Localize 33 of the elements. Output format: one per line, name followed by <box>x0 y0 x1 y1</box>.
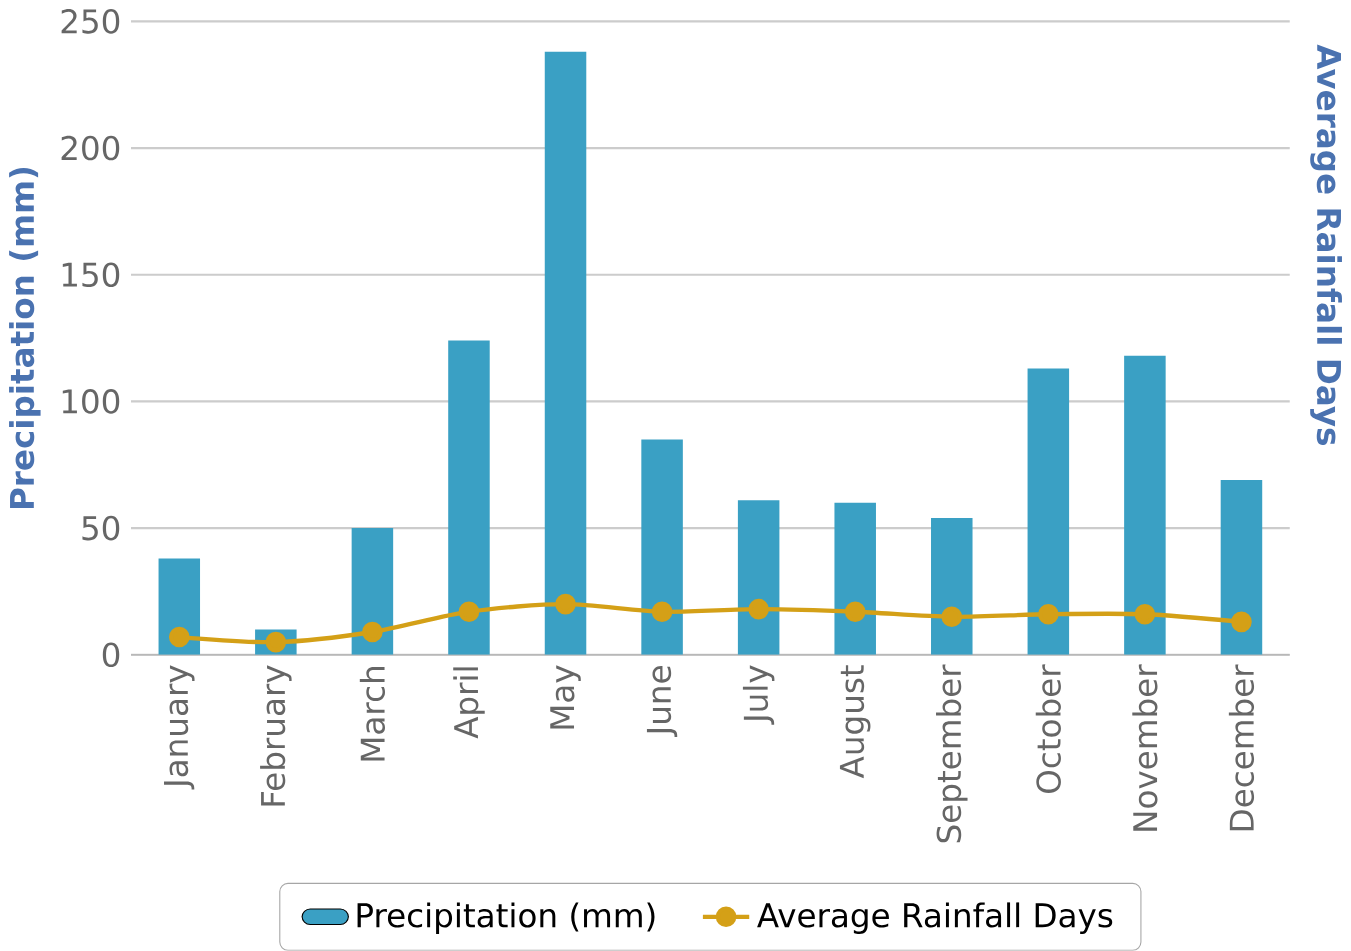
legend-label: Precipitation (mm) <box>357 902 655 935</box>
bar <box>834 502 876 655</box>
x-tick-label: October <box>1035 664 1061 794</box>
bar <box>544 51 587 655</box>
bar <box>931 518 973 655</box>
y2-axis-title: Average Rainfall Days <box>1310 44 1342 446</box>
bar <box>158 558 201 655</box>
legend-label: Average Rainfall Days <box>757 902 1113 935</box>
x-tick-label: February <box>260 665 292 806</box>
x-tick-label: June <box>646 666 678 738</box>
y-tick-label: 200 <box>61 135 120 161</box>
x-tick-label: August <box>839 665 871 779</box>
x-tick-label: January <box>164 665 195 790</box>
bar <box>1220 480 1263 655</box>
bar <box>351 528 394 655</box>
y-tick-label: 250 <box>61 9 120 34</box>
bar <box>737 500 780 655</box>
bar <box>641 439 683 655</box>
y-axis-title: Precipitation (mm) <box>9 168 41 509</box>
y-tick-label: 100 <box>62 389 120 414</box>
bar <box>1027 368 1070 655</box>
x-tick-label: March <box>359 667 386 761</box>
x-tick-label: July <box>742 665 775 725</box>
x-tick-label: November <box>1132 664 1158 831</box>
y-tick-label: 150 <box>62 262 120 288</box>
x-tick-label: September <box>936 664 968 843</box>
bar <box>1124 355 1166 655</box>
x-tick-label: December <box>1228 664 1255 831</box>
y-tick-label: 50 <box>82 515 120 541</box>
x-tick-label: May <box>550 665 581 729</box>
x-tick-label: April <box>453 667 485 739</box>
y-tick-label: 0 <box>102 642 120 668</box>
bar <box>448 340 490 655</box>
